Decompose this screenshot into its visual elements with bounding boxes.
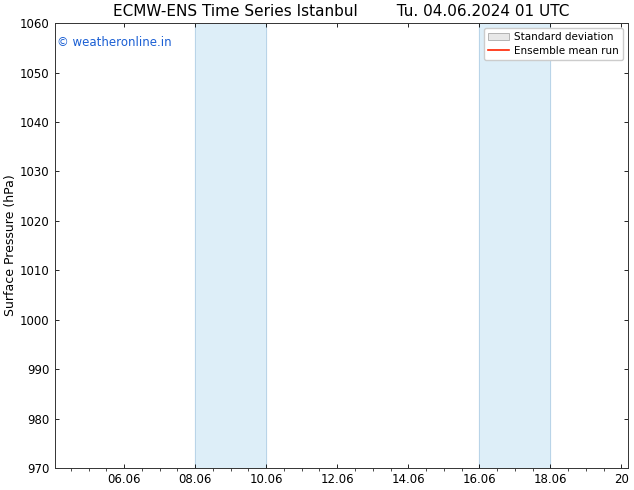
Text: © weatheronline.in: © weatheronline.in <box>58 36 172 49</box>
Legend: Standard deviation, Ensemble mean run: Standard deviation, Ensemble mean run <box>484 28 623 60</box>
Y-axis label: Surface Pressure (hPa): Surface Pressure (hPa) <box>4 174 17 317</box>
Title: ECMW-ENS Time Series Istanbul        Tu. 04.06.2024 01 UTC: ECMW-ENS Time Series Istanbul Tu. 04.06.… <box>113 4 570 19</box>
Bar <box>195 23 266 468</box>
Bar <box>479 23 550 468</box>
